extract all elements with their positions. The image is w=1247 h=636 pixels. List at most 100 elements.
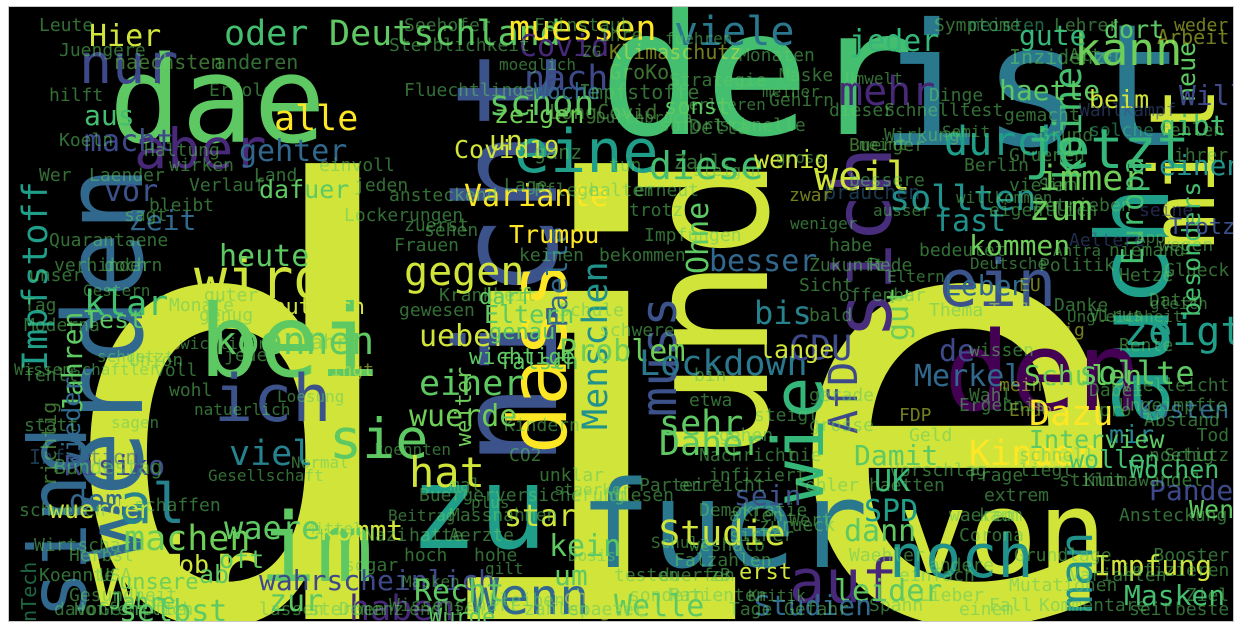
cloud-word: Zeit: [129, 204, 197, 237]
cloud-word: geben: [599, 597, 660, 621]
cloud-word: Monaten: [739, 45, 815, 66]
cloud-word: leider: [834, 574, 943, 609]
cloud-word: hatte: [409, 525, 464, 546]
cloud-word: Juengere: [59, 40, 146, 61]
cloud-word: Glueck: [1164, 260, 1230, 281]
cloud-word: viel: [229, 434, 314, 474]
cloud-word: waeren: [949, 505, 1015, 526]
cloud-word: Nazi: [364, 525, 408, 546]
cloud-word: eine: [514, 117, 659, 187]
cloud-word: hoch: [404, 545, 448, 566]
cloud-word: Hetze: [1119, 265, 1174, 286]
cloud-word: Somit: [942, 122, 991, 141]
cloud-word: Ergebnis: [959, 395, 1046, 416]
cloud-word: Kosten: [1139, 395, 1230, 424]
cloud-word: Betrieben: [1034, 195, 1132, 216]
cloud-word: oder: [224, 14, 309, 54]
cloud-word: etwa: [689, 390, 733, 411]
cloud-word: Symptome: [934, 15, 1021, 36]
cloud-word: bleiben: [489, 590, 565, 611]
cloud-word: Aeltere: [1069, 230, 1145, 251]
cloud-word: Sicht: [799, 275, 854, 296]
cloud-word: einfach: [899, 565, 975, 586]
cloud-word: zwar: [789, 185, 833, 206]
cloud-word: Booster: [1153, 545, 1230, 566]
cloud-word: Land: [254, 165, 298, 186]
cloud-word: Herbst: [69, 545, 135, 566]
cloud-word: Seehofer: [404, 15, 491, 36]
cloud-word: haette: [999, 74, 1101, 107]
cloud-word: stimmt: [1059, 470, 1125, 491]
cloud-word: Trotzdem: [1169, 215, 1233, 240]
cloud-word: Schutz: [1164, 445, 1230, 466]
cloud-word: meiner: [762, 82, 820, 101]
cloud-word: Lehrer: [1054, 15, 1120, 36]
cloud-word: wissen: [969, 340, 1035, 361]
cloud-word: bringt: [309, 360, 375, 381]
cloud-word: einvoll: [319, 155, 395, 176]
cloud-word: gehter: [239, 134, 348, 169]
cloud-word: Weniger: [1189, 495, 1233, 524]
cloud-word: jetzt: [1024, 117, 1190, 181]
cloud-word: Koennte: [39, 565, 115, 586]
cloud-word: kein: [549, 529, 622, 564]
cloud-word: zB: [709, 565, 731, 586]
cloud-word: Virus: [1089, 305, 1144, 326]
cloud-word: Geimpfte: [99, 599, 186, 620]
cloud-word: Pflege: [534, 180, 600, 201]
cloud-word: Monate: [169, 295, 235, 316]
cloud-word: keinen: [519, 245, 585, 266]
cloud-word: anderen: [214, 50, 299, 74]
cloud-word: Welle: [614, 589, 705, 622]
cloud-word: kann: [1074, 23, 1183, 76]
cloud-word: Eltern: [484, 300, 575, 329]
cloud-word: ist: [879, 7, 1187, 186]
cloud-word: Verlauf: [189, 175, 265, 196]
cloud-word: gehen: [719, 425, 774, 446]
cloud-word: Daten: [1149, 290, 1204, 311]
cloud-word: extrem: [984, 485, 1050, 506]
cloud-word: wollen: [1069, 445, 1160, 474]
cloud-word: Tage: [729, 599, 773, 620]
cloud-word: Wenn: [469, 568, 590, 621]
cloud-word: sein: [734, 479, 802, 512]
cloud-word: Vorschlag: [889, 460, 987, 481]
cloud-word: gilt: [485, 559, 524, 578]
cloud-word: schnelle: [719, 115, 806, 136]
cloud-word: natuerlich: [194, 400, 291, 419]
cloud-word: kommen: [969, 229, 1071, 262]
cloud-word: Klimaschutz: [609, 40, 742, 64]
cloud-word: dieser: [829, 100, 895, 121]
cloud-word: naechsten: [114, 50, 223, 74]
cloud-word: doch: [104, 255, 148, 276]
cloud-word: Daher: [659, 424, 765, 464]
cloud-word: gross: [776, 148, 825, 167]
cloud-word: schwere: [599, 320, 675, 341]
cloud-word: ob: [179, 550, 210, 579]
cloud-word: seit: [1129, 599, 1173, 620]
cloud-word: sie: [329, 407, 429, 471]
cloud-word: Lage: [504, 175, 548, 196]
cloud-word: Ziel: [1185, 585, 1230, 606]
cloud-word: Dosis: [568, 546, 617, 565]
cloud-word: sagen: [111, 413, 160, 432]
cloud-word: nach: [524, 59, 609, 99]
cloud-word: genau: [489, 320, 556, 345]
cloud-word: einem: [959, 599, 1014, 620]
cloud-word: Inzidenz: [1009, 45, 1106, 69]
cloud-word: genug: [199, 305, 254, 326]
cloud-word: Wissenschaft: [389, 595, 520, 616]
cloud-word: Studien: [754, 589, 873, 621]
cloud-word: haben: [349, 589, 455, 622]
cloud-word: willkommen: [956, 188, 1053, 207]
cloud-word: grosse: [809, 415, 875, 436]
cloud-word: gibt: [1159, 109, 1227, 142]
cloud-word: ueber: [419, 319, 510, 354]
cloud-word: klar: [84, 284, 169, 324]
cloud-word: statt: [24, 415, 79, 436]
cloud-word: oft: [219, 545, 265, 574]
cloud-word: Normal: [291, 453, 349, 472]
cloud-word: Frage: [969, 465, 1024, 486]
cloud-word: SPD: [864, 494, 919, 529]
cloud-word: brauchen: [824, 180, 921, 204]
